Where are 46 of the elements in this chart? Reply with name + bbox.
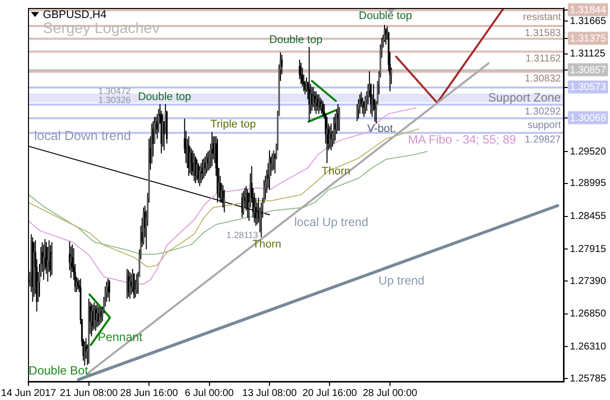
x-tick-label: 14 Jun 2017 [1, 388, 57, 399]
x-tick-label: 13 Jul 08:00 [242, 388, 298, 399]
x-tick-label: 28 Jul 00:00 [362, 388, 418, 399]
y-tick-label: 1.30068 [570, 112, 606, 124]
x-tick-label: 20 Jul 16:00 [302, 388, 358, 399]
ref-line-label: 1.30832 [524, 73, 562, 84]
annotation: Pennant [98, 330, 144, 344]
annotation: Double Bot. [28, 363, 92, 378]
annotation: local Up trend [294, 214, 368, 229]
y-tick-label: 1.30573 [570, 82, 606, 94]
annotation: MA Fibo - 34; 55; 89 [408, 132, 516, 147]
y-tick-label: 1.28455 [570, 211, 606, 222]
x-tick-label: 6 Jul 00:00 [184, 388, 234, 399]
y-tick-label: 1.26850 [570, 308, 606, 320]
annotation: local Down trend [34, 128, 131, 144]
annotation: V-bot. [367, 122, 396, 135]
y-tick-label: 1.31665 [570, 16, 606, 27]
ref-line-label: 1.30292 [524, 106, 562, 118]
y-tick-label: 1.26310 [570, 341, 606, 352]
y-tick-label: 1.27390 [570, 276, 606, 287]
ref-line-label: 1.31162 [525, 53, 562, 64]
y-tick-label: 1.31125 [570, 48, 606, 60]
ref-line-label: 1.31583 [524, 28, 562, 39]
y-tick-label: 1.31375 [570, 33, 606, 44]
y-tick-label: 1.28995 [570, 178, 606, 190]
y-tick-label: 1.31844 [570, 4, 606, 16]
y-tick-label: 1.27915 [570, 244, 606, 255]
ref-line-label: 1.29827 [524, 134, 562, 146]
x-tick-label: 21 Jun 08:00 [60, 388, 118, 399]
band-label: Support Zone [488, 90, 562, 104]
annotation: 1.28113 [226, 230, 258, 240]
y-tick-label: 1.25785 [570, 373, 606, 384]
annotation: 1.30326 [98, 94, 131, 105]
y-tick-label: 1.30857 [570, 64, 606, 76]
annotation: Double top [269, 34, 322, 46]
y-tick-label: 1.29520 [570, 146, 606, 158]
x-tick-label: 28 Jun 16:00 [120, 388, 178, 399]
annotation: Up trend [378, 273, 424, 288]
ref-line-label: resistant [523, 12, 562, 23]
annotation: Triple top [210, 118, 256, 131]
ref-line-label: support [527, 120, 562, 131]
annotation: Double top [138, 91, 192, 104]
annotation: Thorn [252, 238, 282, 250]
chart-title: GBPUSD,H4 [42, 9, 106, 21]
annotation: 1.30472 [98, 86, 131, 96]
annotation: Double top [358, 10, 412, 22]
